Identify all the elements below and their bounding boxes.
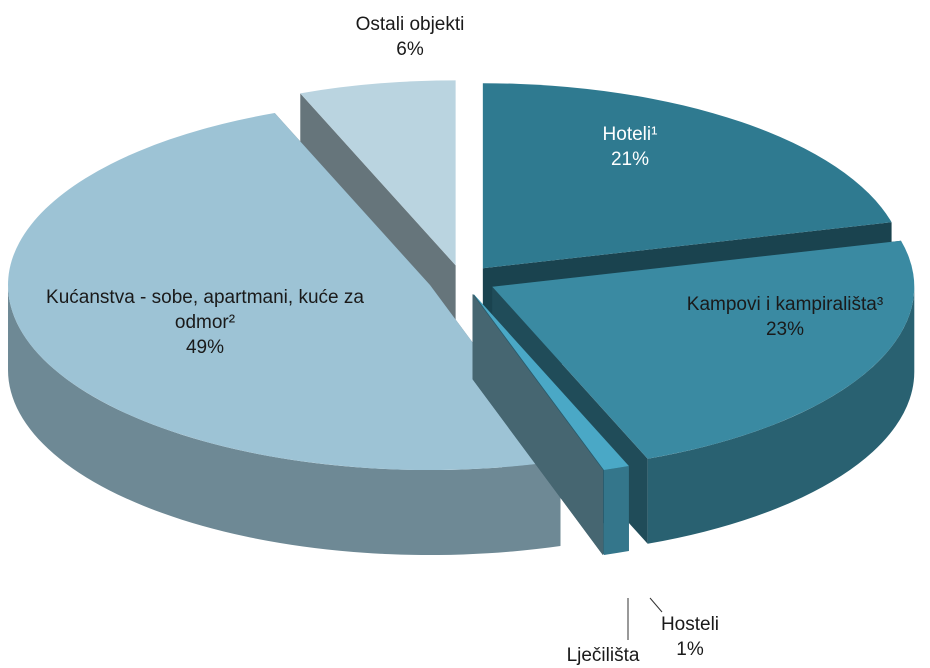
value-label: 49% bbox=[185, 337, 225, 358]
slice-label: Kampovi i kampirališta³ 23% bbox=[650, 292, 920, 342]
slice-side bbox=[603, 466, 629, 555]
slice-label: Lječilišta0% bbox=[548, 643, 658, 668]
slice-label: Hoteli¹ 21% bbox=[560, 122, 700, 172]
slice-cut-face bbox=[472, 294, 603, 556]
slice-top bbox=[8, 113, 561, 471]
value-label: 1% bbox=[676, 639, 704, 660]
slice-top bbox=[300, 80, 456, 266]
slice-top bbox=[492, 240, 915, 459]
slice-top bbox=[482, 83, 892, 269]
slice bbox=[8, 113, 561, 556]
value-label: 23% bbox=[765, 319, 805, 340]
slice-label: Hosteli 1% bbox=[650, 612, 730, 662]
category-label: Hosteli bbox=[660, 614, 720, 635]
slice-top bbox=[473, 294, 629, 470]
slice-side bbox=[647, 286, 915, 544]
leader-line bbox=[649, 597, 663, 613]
slice-side bbox=[8, 285, 561, 556]
category-label: Lječilišta bbox=[566, 645, 640, 666]
category-label: Kampovi i kampirališta³ bbox=[686, 294, 884, 315]
slice-label: Ostali objekti 6% bbox=[320, 12, 500, 62]
value-label: 6% bbox=[396, 39, 424, 60]
category-label: Ostali objekti bbox=[355, 14, 465, 35]
value-label: 21% bbox=[610, 149, 650, 170]
slice-top bbox=[472, 294, 603, 471]
category-label: Kućanstva - sobe, apartmani, kuće za odm… bbox=[46, 287, 364, 333]
slice bbox=[472, 294, 603, 556]
category-label: Hoteli¹ bbox=[602, 124, 658, 145]
slice-label: Kućanstva - sobe, apartmani, kuće za odm… bbox=[40, 285, 370, 360]
